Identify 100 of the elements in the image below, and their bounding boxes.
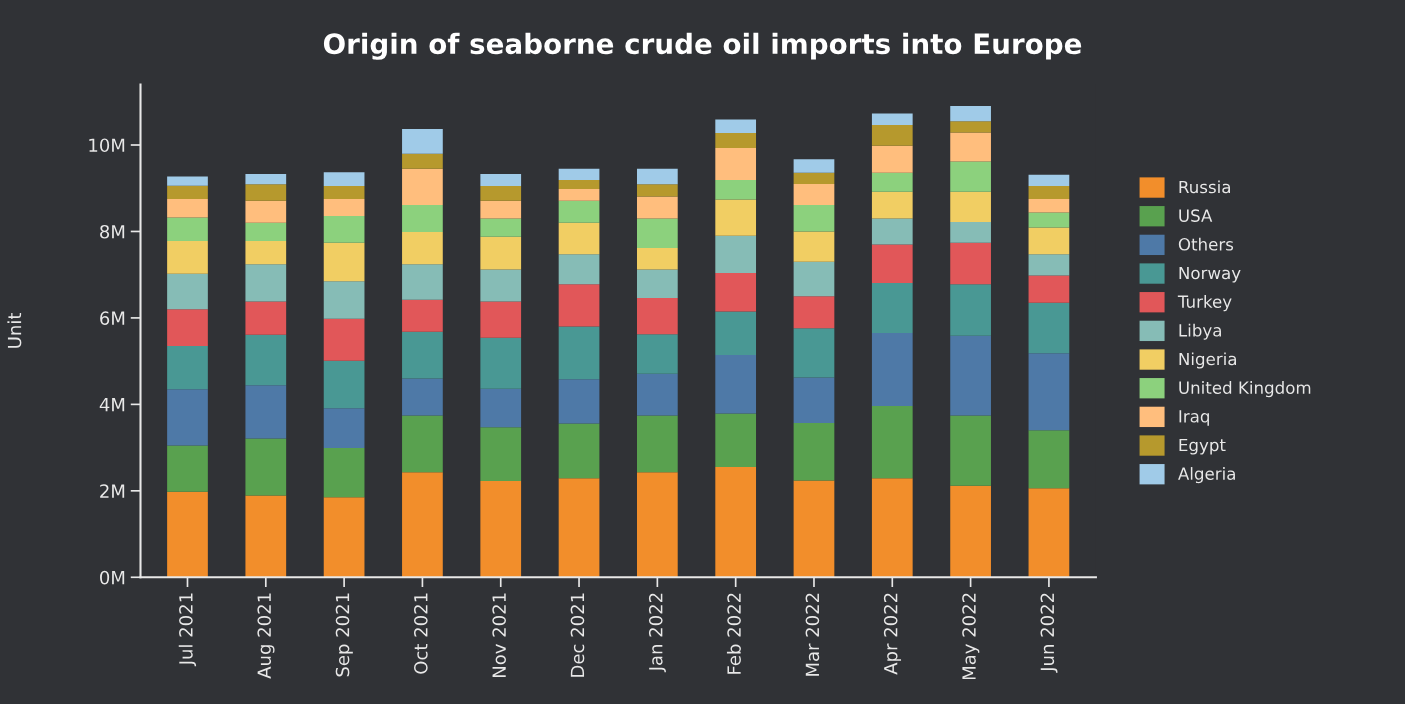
bar xyxy=(323,318,365,361)
bar xyxy=(558,168,600,181)
legend-label: Norway xyxy=(1179,266,1241,283)
bar xyxy=(636,298,678,335)
x-tick-label: Nov 2021 xyxy=(492,593,506,678)
bar xyxy=(558,326,600,380)
bar xyxy=(950,191,991,222)
bar xyxy=(636,334,678,374)
bar xyxy=(715,272,757,312)
y-tick-label: 0M xyxy=(100,570,125,585)
bar xyxy=(167,185,208,200)
bar xyxy=(636,247,678,270)
bar xyxy=(636,184,678,197)
bar xyxy=(402,129,443,154)
bar xyxy=(715,235,757,273)
legend-label: Libya xyxy=(1179,323,1221,340)
bar xyxy=(323,172,365,187)
bar xyxy=(950,335,991,416)
legend-label: Iraq xyxy=(1179,410,1209,426)
bar xyxy=(1028,174,1070,187)
bar xyxy=(480,173,522,187)
legend-label: USA xyxy=(1179,209,1213,222)
bar xyxy=(636,415,678,473)
bar xyxy=(1028,353,1070,431)
legend-label: Egypt xyxy=(1179,438,1226,455)
bar xyxy=(167,309,208,347)
bar xyxy=(480,269,522,302)
bar xyxy=(793,480,835,578)
bar xyxy=(167,273,208,310)
bar xyxy=(715,132,757,149)
bar xyxy=(402,153,443,169)
x-tick-label: Jan 2022 xyxy=(648,593,666,673)
bar xyxy=(793,328,835,378)
x-tick-label: Sep 2021 xyxy=(335,593,353,677)
bar xyxy=(950,415,991,486)
bar xyxy=(793,231,835,262)
legend-label: Others xyxy=(1178,237,1234,251)
bar xyxy=(167,491,208,578)
bar xyxy=(1028,186,1070,200)
bar xyxy=(950,106,991,122)
bar xyxy=(323,242,365,282)
bar xyxy=(167,176,208,186)
legend-label: United Kingdom xyxy=(1179,381,1311,398)
bar xyxy=(636,218,678,248)
bar xyxy=(871,282,913,334)
y-tick-label: 10M xyxy=(89,138,125,153)
bar xyxy=(715,311,757,356)
x-tick-label: Oct 2021 xyxy=(414,593,428,674)
bar xyxy=(715,467,757,578)
bar xyxy=(1028,254,1070,276)
bar xyxy=(245,184,287,201)
bar xyxy=(950,121,991,133)
bar xyxy=(636,168,678,185)
bar xyxy=(715,119,757,133)
bar xyxy=(1028,227,1070,255)
bar xyxy=(558,200,600,223)
bar xyxy=(715,148,757,181)
bar xyxy=(558,379,600,424)
bar xyxy=(402,231,443,265)
x-tick-label: Apr 2022 xyxy=(883,593,902,675)
bar xyxy=(323,448,365,498)
chart-title: Origin of seaborne crude oil imports into Europe xyxy=(323,32,1082,60)
bar xyxy=(636,269,678,299)
bar xyxy=(950,132,991,162)
bar xyxy=(480,186,522,201)
y-tick-label: 6M xyxy=(100,311,125,326)
bar xyxy=(167,346,208,390)
bar xyxy=(245,264,287,302)
bar xyxy=(245,200,287,223)
bar xyxy=(480,427,522,481)
bar xyxy=(480,236,522,270)
x-tick-label: May 2022 xyxy=(962,593,980,680)
bar xyxy=(950,161,991,192)
bar xyxy=(558,189,600,201)
bar xyxy=(558,254,600,285)
bar xyxy=(402,415,443,473)
bar xyxy=(950,242,991,285)
bar xyxy=(167,199,208,218)
bar xyxy=(480,218,522,237)
bar xyxy=(871,333,913,407)
bar xyxy=(323,215,365,243)
bar xyxy=(636,373,678,416)
bar xyxy=(323,497,365,578)
bar xyxy=(167,445,208,492)
x-tick-label: Dec 2021 xyxy=(570,593,585,677)
bar xyxy=(402,378,443,416)
bar xyxy=(558,180,600,190)
bar xyxy=(402,472,443,578)
bar xyxy=(245,438,287,496)
x-tick-label: Feb 2022 xyxy=(726,593,741,674)
y-axis-title: Unit xyxy=(7,312,22,348)
legend-label: Algeria xyxy=(1178,467,1235,484)
bar xyxy=(167,389,208,446)
bar xyxy=(245,173,287,185)
bar xyxy=(323,186,365,200)
bar xyxy=(950,485,991,578)
bar xyxy=(480,200,522,219)
bar xyxy=(402,264,443,300)
bar xyxy=(715,413,757,468)
bar xyxy=(871,191,913,219)
